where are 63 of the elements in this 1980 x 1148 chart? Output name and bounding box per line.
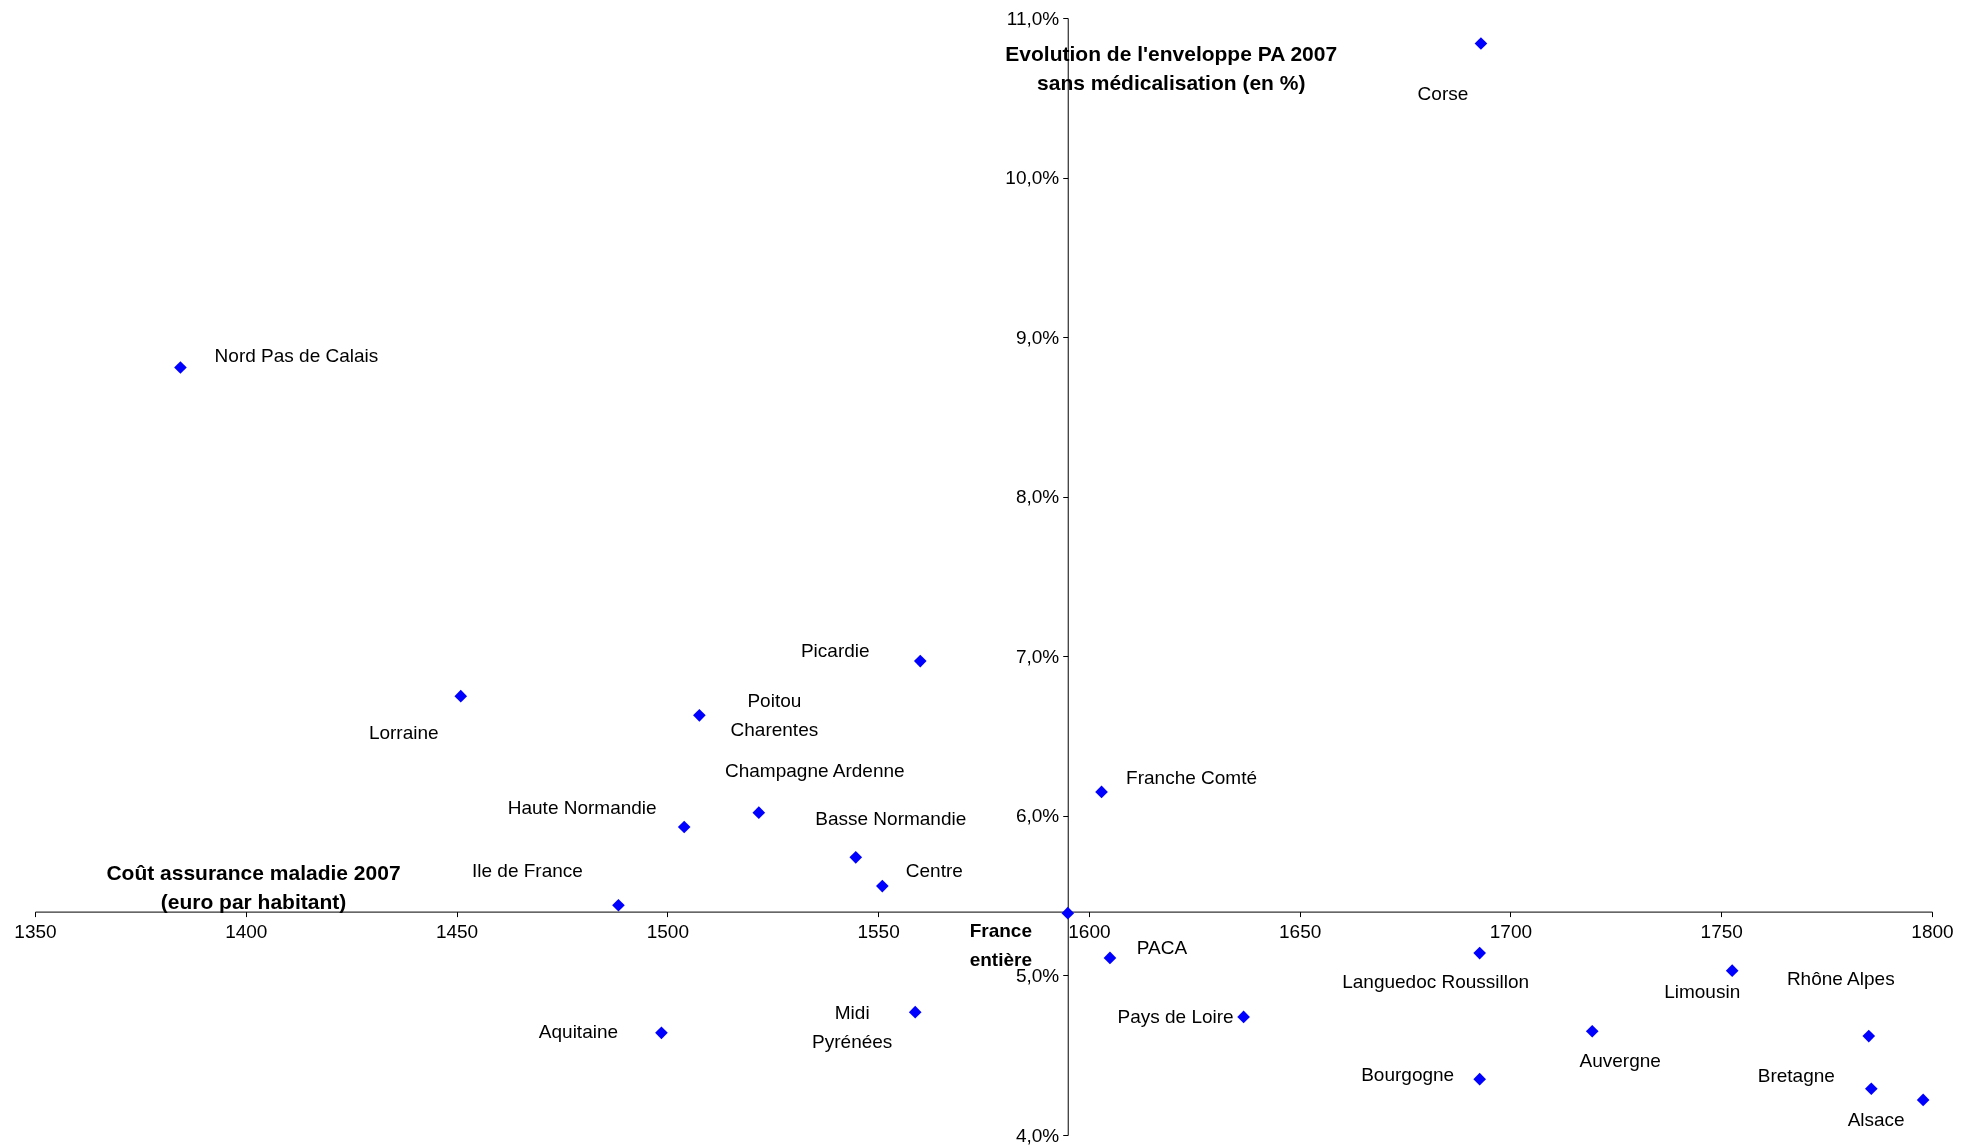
annotation: Champagne Ardenne <box>725 759 905 781</box>
point <box>174 361 187 374</box>
annotation: Basse Normandie <box>815 808 967 830</box>
annotation: Corse <box>1417 82 1469 104</box>
point <box>1061 906 1075 920</box>
point <box>693 709 706 722</box>
point <box>655 1026 668 1040</box>
x-tick-label: 1450 <box>435 921 479 943</box>
point <box>1585 1024 1599 1038</box>
point <box>677 820 691 834</box>
point <box>752 806 766 819</box>
x-tick-label: 1500 <box>646 921 689 943</box>
annotation: Nord Pas de Calais <box>214 345 379 367</box>
x-tick-label: 1550 <box>857 921 900 943</box>
point <box>1864 1082 1878 1096</box>
x-tick-label: 1350 <box>14 921 57 943</box>
x-tick-label: 1400 <box>225 921 268 943</box>
y-tick-label: 11,0% <box>1006 7 1060 29</box>
annotation: Limousin <box>1664 980 1741 1002</box>
point <box>1095 785 1108 799</box>
y-tick-label: 10,0% <box>1005 167 1060 189</box>
point <box>908 1005 922 1019</box>
x-tick-label: 1800 <box>1911 921 1954 943</box>
y-tick-label: 6,0% <box>1015 805 1060 827</box>
y-tick-label: 4,0% <box>1015 1124 1060 1146</box>
annotation: Picardie <box>800 640 870 662</box>
annotation: Languedoc Roussillon <box>1342 971 1530 993</box>
annotation: Aquitaine <box>538 1020 619 1042</box>
point <box>849 851 863 864</box>
point <box>1473 946 1486 960</box>
point <box>612 898 625 912</box>
point <box>913 654 927 668</box>
annotation: Ile de France <box>471 860 583 882</box>
y-tick-label: 8,0% <box>1015 486 1060 508</box>
annotation: Haute Normandie <box>507 797 657 819</box>
annotation: Bourgogne <box>1361 1064 1455 1086</box>
point <box>1237 1010 1250 1024</box>
y-tick-label: 9,0% <box>1015 326 1060 348</box>
annotation: Lorraine <box>368 722 439 744</box>
annotation: Pays de Loire <box>1117 1005 1234 1027</box>
annotation: Midi Pyrénées <box>812 1002 893 1053</box>
point <box>1474 37 1488 50</box>
point <box>1725 964 1739 977</box>
annotation: Centre <box>905 860 963 882</box>
annotation: PACA <box>1136 936 1188 958</box>
point <box>454 689 468 703</box>
point <box>1862 1029 1876 1043</box>
annotation: Bretagne <box>1757 1064 1835 1086</box>
point <box>1103 951 1117 965</box>
y-tick-label: 7,0% <box>1015 645 1060 667</box>
annotation: Alsace <box>1847 1108 1905 1130</box>
annotation: Poitou Charentes <box>730 690 819 741</box>
point <box>876 879 889 893</box>
annotation: Rhône Alpes <box>1786 968 1895 990</box>
x-tick-label: 1750 <box>1700 921 1743 943</box>
point <box>1916 1093 1930 1107</box>
x-tick-label: 1700 <box>1489 921 1533 943</box>
annotation: Franche Comté <box>1126 766 1258 788</box>
x-tick-label: 1600 <box>1068 921 1111 943</box>
x-tick-label: 1650 <box>1279 921 1322 943</box>
annotation: Auvergne <box>1579 1050 1661 1072</box>
x-axis-title: Coût assurance maladie 2007 (euro par habitant) <box>106 861 401 914</box>
point <box>1473 1072 1486 1086</box>
